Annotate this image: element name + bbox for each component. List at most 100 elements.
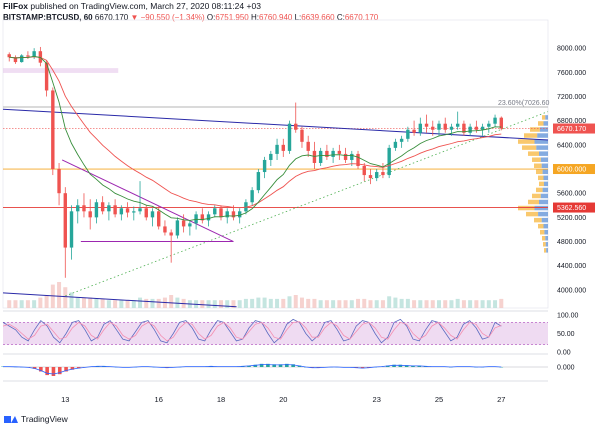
volume-bar [387, 296, 392, 308]
footer-logo-text: TradingView [21, 414, 68, 424]
l-value: 6639.660 [301, 13, 335, 22]
macd-histogram-bar [360, 367, 365, 369]
volume-profile-bar [542, 187, 548, 193]
candle-body [157, 211, 161, 227]
macd-histogram-bar [291, 364, 295, 367]
candle-body [144, 208, 148, 218]
candle-body [63, 193, 67, 248]
volume-profile-bar [537, 133, 548, 138]
candle-body [487, 123, 491, 127]
macd-histogram-bar [45, 367, 49, 376]
macd-histogram-bar [64, 367, 68, 372]
candle-body [437, 123, 441, 130]
candle-body [76, 205, 80, 212]
y-tick-label: 7600.000 [557, 70, 586, 77]
candle-body [163, 226, 167, 233]
volume-bar [225, 300, 230, 308]
volume-bar [19, 300, 24, 308]
y-tick-label: 5600.000 [557, 191, 586, 198]
y-tick-label: 8000.000 [557, 46, 586, 53]
h-value: 6760.940 [258, 13, 293, 22]
candle-body [94, 202, 99, 218]
volume-profile-bar [544, 248, 547, 253]
last-price-header: 6670.170 [94, 13, 129, 22]
volume-profile-bar [534, 217, 542, 223]
volume-bar [349, 300, 354, 308]
volume-bar [7, 300, 12, 308]
macd-tick-label: 0.000 [557, 365, 575, 372]
candle-body [138, 208, 142, 212]
candle-body [474, 126, 479, 130]
volume-bar [468, 300, 473, 308]
volume-profile-bar [532, 193, 541, 199]
price-tag [553, 123, 595, 134]
volume-bar [443, 300, 448, 308]
macd-histogram-bar [385, 365, 390, 367]
volume-bar [299, 297, 304, 308]
candle-body [462, 123, 466, 133]
volume-bar [343, 300, 348, 308]
volume-bar [32, 300, 37, 308]
o-value: 6751.950 [215, 13, 249, 22]
candle-body [356, 153, 360, 166]
candle-body [381, 172, 385, 176]
volume-bar [13, 300, 18, 308]
candle-body [132, 211, 136, 213]
volume-profile-bar [526, 211, 539, 217]
macd-histogram-bar [411, 365, 415, 367]
macd-histogram-bar [392, 364, 396, 367]
volume-bar [275, 298, 280, 308]
volume-bar [437, 300, 441, 308]
candle-body [88, 211, 92, 218]
candle-body [443, 123, 447, 130]
volume-bar [368, 300, 373, 308]
volume-bar [480, 300, 485, 308]
published-text: published on TradingView.com, March 27, … [28, 1, 261, 11]
o-label: O: [206, 13, 216, 22]
candle-body [393, 141, 398, 148]
h-label: H: [250, 13, 259, 22]
candle-body [424, 123, 429, 127]
x-tick-label: 18 [217, 395, 225, 404]
candle-body [175, 220, 180, 236]
macd-histogram-bar [272, 364, 277, 367]
volume-bar [449, 300, 454, 308]
price-tag [553, 164, 595, 175]
y-tick-label: 6800.000 [557, 118, 586, 125]
oscillator-line [2, 321, 502, 342]
candle-body [480, 126, 485, 130]
volume-bar [131, 300, 136, 308]
fib-label: 23.60%(7026.60 [498, 100, 549, 107]
volume-profile-bar [534, 139, 548, 144]
candle-body [250, 190, 254, 203]
volume-profile-bar [540, 157, 548, 162]
volume-bar [412, 300, 417, 308]
volume-bar [125, 300, 130, 308]
oscillator-tick-label: 0.00 [557, 350, 571, 357]
oscillator-tick-label: 50.00 [557, 331, 575, 338]
volume-bar [94, 298, 99, 308]
x-tick-label: 13 [61, 395, 69, 404]
volume-bar [169, 295, 174, 308]
volume-bar [256, 297, 261, 308]
volume-profile-bar [544, 229, 548, 235]
candle-body [32, 51, 36, 57]
candle-body [455, 123, 460, 127]
volume-bar [138, 297, 143, 308]
macd-histogram-bar [404, 365, 409, 367]
volume-bar [405, 298, 410, 308]
volume-profile-bar [534, 205, 548, 211]
volume-profile-bar [542, 236, 546, 241]
footer: TradingView [4, 414, 68, 424]
volume-profile-bar [542, 169, 548, 175]
macd-histogram-bar [70, 367, 75, 370]
candle-body [325, 150, 329, 157]
volume-bar [424, 300, 429, 308]
volume-profile-bar [518, 205, 535, 211]
candle-body [119, 208, 124, 215]
candle-body [306, 141, 310, 151]
y-tick-label: 4800.000 [557, 239, 586, 246]
candle-body [231, 211, 236, 218]
candle-body [225, 211, 229, 218]
